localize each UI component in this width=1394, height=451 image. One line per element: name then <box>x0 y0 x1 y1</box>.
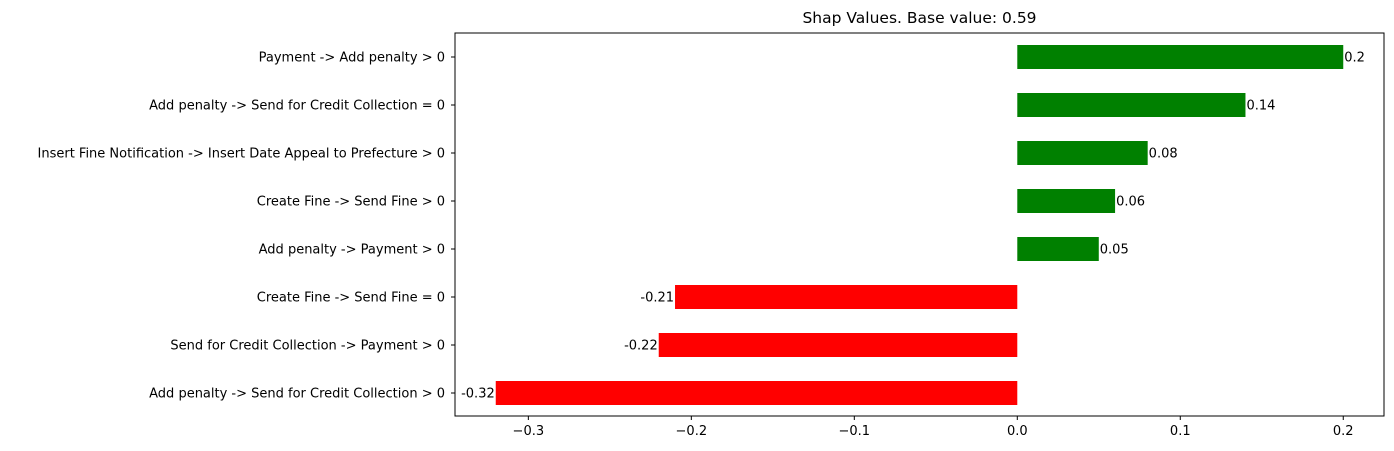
chart-title: Shap Values. Base value: 0.59 <box>802 9 1036 27</box>
bar-value-label: 0.05 <box>1100 243 1129 258</box>
bars-layer <box>495 45 1344 405</box>
bar-4 <box>1017 237 1099 261</box>
bar-0 <box>1017 45 1344 69</box>
x-tick-label: 0.0 <box>1007 424 1028 439</box>
bar-value-label: 0.2 <box>1344 51 1365 66</box>
bar-value-label: 0.06 <box>1116 195 1145 210</box>
bar-7 <box>495 381 1018 405</box>
bar-1 <box>1017 93 1246 117</box>
y-tick-label: Add penalty -> Send for Credit Collectio… <box>149 99 445 114</box>
bar-value-label: 0.08 <box>1149 147 1178 162</box>
x-tick-label: −0.2 <box>676 424 708 439</box>
x-tick-label: 0.2 <box>1333 424 1354 439</box>
y-tick-label: Send for Credit Collection -> Payment > … <box>170 339 445 354</box>
bar-value-label: 0.14 <box>1246 99 1275 114</box>
bar-5 <box>675 285 1018 309</box>
x-tick-label: −0.1 <box>839 424 871 439</box>
y-tick-label: Insert Fine Notification -> Insert Date … <box>38 147 446 162</box>
y-tick-label: Add penalty -> Send for Credit Collectio… <box>149 387 445 402</box>
bar-2 <box>1017 141 1148 165</box>
y-tick-label: Create Fine -> Send Fine > 0 <box>257 195 445 210</box>
value-labels-layer: 0.2 0.14 0.08 0.06 0.05 -0.21 -0.22 -0.32 <box>461 51 1365 402</box>
y-axis-ticks: Payment -> Add penalty > 0 Add penalty ->… <box>38 51 455 402</box>
x-tick-label: 0.1 <box>1170 424 1191 439</box>
bar-value-label: -0.21 <box>640 291 674 306</box>
y-tick-label: Create Fine -> Send Fine = 0 <box>257 291 445 306</box>
bar-3 <box>1017 189 1116 213</box>
y-tick-label: Payment -> Add penalty > 0 <box>259 51 445 66</box>
x-tick-label: −0.3 <box>513 424 545 439</box>
plot-frame <box>454 32 1385 417</box>
x-axis-ticks: −0.3 −0.2 −0.1 0.0 0.1 0.2 <box>513 416 1354 439</box>
bar-6 <box>658 333 1018 357</box>
bar-value-label: -0.32 <box>461 387 495 402</box>
y-tick-label: Add penalty -> Payment > 0 <box>259 243 445 258</box>
bar-value-label: -0.22 <box>624 339 658 354</box>
